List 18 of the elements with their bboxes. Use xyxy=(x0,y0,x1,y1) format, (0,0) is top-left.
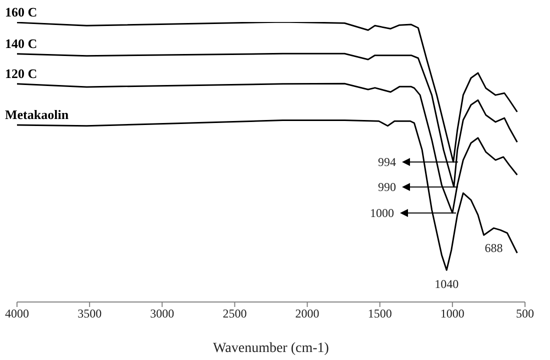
x-tick-label: 1000 xyxy=(440,306,464,321)
annotation: 994 xyxy=(378,155,396,169)
x-tick-label: 1500 xyxy=(368,306,392,321)
x-tick-label: 2500 xyxy=(222,306,247,321)
annotation: 1000 xyxy=(370,206,394,220)
annotation: 688 xyxy=(484,241,503,256)
series-label: 160 C xyxy=(5,4,38,20)
series-label: 120 C xyxy=(5,66,38,81)
series-label: Metakaolin xyxy=(5,107,70,122)
annotation: 1040 xyxy=(434,277,459,292)
x-tick-label: 2000 xyxy=(295,306,320,321)
series-label: 140 C xyxy=(5,36,38,51)
x-tick-label: 3000 xyxy=(150,306,174,321)
x-tick-label: 500 xyxy=(516,306,534,321)
x-tick-label: 3500 xyxy=(78,306,102,321)
annotation: 990 xyxy=(378,180,396,194)
x-axis-title: Wavenumber (cm-1) xyxy=(213,341,330,356)
x-tick-label: 4000 xyxy=(5,306,29,321)
